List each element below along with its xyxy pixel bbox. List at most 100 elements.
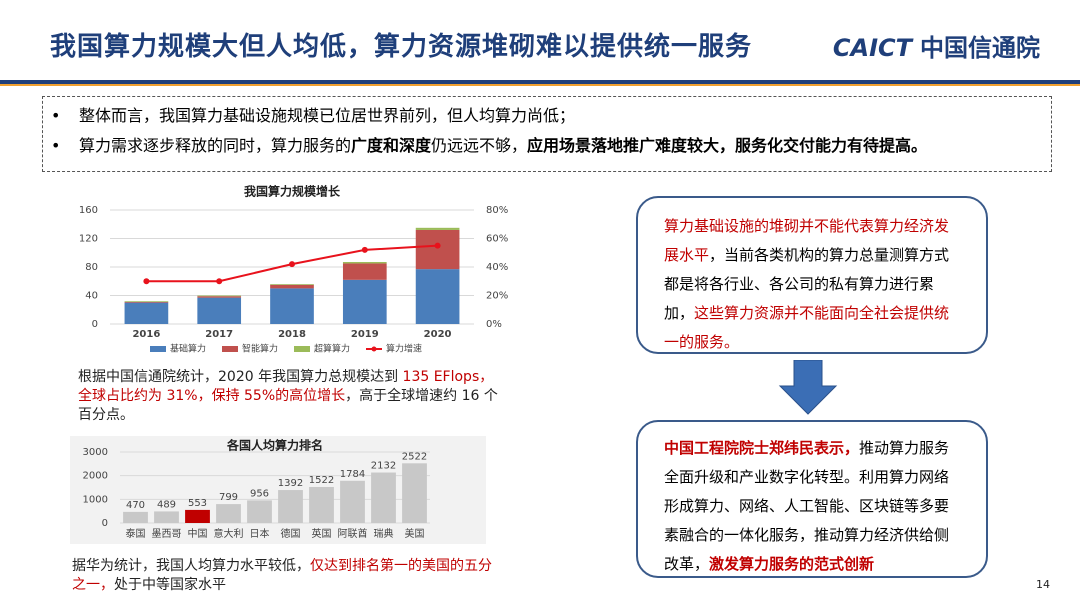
text-run: 仍远远不够， [431, 136, 528, 155]
bar [216, 504, 241, 523]
line-marker [143, 278, 150, 285]
down-arrow [778, 360, 838, 415]
y-tick-label: 3000 [83, 447, 108, 458]
bar-segment [197, 297, 242, 324]
header-rule-accent [0, 84, 1080, 86]
text-run: ，高于全球增速约 16 个百分点。 [78, 388, 498, 423]
bar [154, 511, 179, 523]
y-tick-label: 160 [79, 205, 98, 216]
x-tick-label: 2020 [424, 329, 452, 340]
header-rule [0, 80, 1080, 84]
text-run: 推动算力服务全面升级和产业数字化转型。利用算力网络形成算力、网络、人工智能、区块… [664, 439, 950, 573]
y-tick-label: 40 [85, 291, 98, 302]
y2-tick-label: 20% [486, 291, 508, 302]
y-tick-label: 0 [102, 518, 108, 529]
y2-tick-label: 0% [486, 319, 502, 330]
bar-segment [124, 302, 169, 324]
y2-tick-label: 40% [486, 262, 508, 273]
legend-swatch [222, 346, 238, 352]
y-tick-label: 120 [79, 234, 98, 245]
x-tick-label: 2017 [205, 329, 233, 340]
chart: 各国人均算力排名 0 1000 2000 3000 泰国 墨西哥 中国 意大利 日本 德国 英国 阿联酋… [70, 436, 486, 544]
bullet: 算力需求逐步释放的同时，算力服务的广度和深度仍远远不够，应用场景落地推广难度较大… [51, 135, 1051, 157]
line-marker [216, 278, 223, 285]
x-tick-label: 中国 [188, 527, 208, 540]
x-tick-label: 阿联酋 [338, 527, 368, 540]
text-run: 整体而言，我国算力基础设施规模已位居世界前列，但人均算力尚低； [79, 106, 576, 125]
value-label: 799 [219, 492, 238, 503]
bar-segment [124, 301, 169, 303]
logo: CAICT 中国信通院 [833, 28, 1040, 63]
x-tick-label: 2018 [278, 329, 306, 340]
bar-segment [415, 229, 460, 270]
chart-title: 我国算力规模增长 [244, 184, 341, 199]
slide-title: 我国算力规模大但人均低，算力资源堆砌难以提供统一服务 [50, 32, 753, 62]
y2-tick-label: 60% [486, 234, 508, 245]
bar-segment [197, 296, 242, 298]
x-tick-label: 英国 [312, 527, 332, 540]
text-run: 算力基础设施的堆砌并不能代表算力经济发展水平 [664, 217, 950, 264]
value-label: 956 [250, 488, 269, 499]
bar-segment [342, 262, 387, 264]
x-tick-label: 意大利 [214, 527, 244, 540]
text-run: 据华为统计，我国人均算力水平较低， [72, 558, 310, 574]
line-marker [289, 261, 295, 268]
logo-text: CAICT [832, 34, 912, 62]
text-run: 135 EFlops，全球占比约为 31%，保持 55%的高位增长 [78, 369, 494, 404]
text-run: 激发算力服务的范式创新 [709, 555, 875, 573]
legend-label: 算力增速 [386, 343, 422, 355]
caption: 根据中国信通院统计，2020 年我国算力总规模达到 135 EFlops，全球占… [78, 368, 498, 425]
chart: 我国算力规模增长 0 40 80 120 160 0% 20% 40% 60% 80% 2016 201… [79, 184, 508, 355]
bar-segment [415, 269, 460, 324]
bar-segment [197, 295, 242, 297]
value-label: 470 [126, 500, 145, 511]
bar-segment [342, 263, 387, 280]
bar [371, 472, 396, 523]
text-box: 中国工程院院士郑纬民表示，推动算力服务全面升级和产业数字化转型。利用算力网络形成… [636, 420, 988, 578]
x-tick-label: 美国 [405, 527, 425, 540]
legend-swatch [150, 346, 166, 352]
text-run: 处于中等国家水平 [114, 577, 226, 593]
bar-segment [342, 279, 387, 324]
y-tick-label: 0 [92, 319, 98, 330]
value-label: 1784 [340, 469, 365, 480]
bar-segment [415, 227, 460, 230]
line-marker [434, 242, 441, 249]
bar [185, 509, 210, 523]
bar-segment [270, 288, 314, 324]
text-run: 这些算力资源并不能面向全社会提供统一的服务。 [664, 304, 950, 351]
value-label: 2132 [371, 461, 396, 472]
y-tick-label: 2000 [83, 471, 108, 482]
line-marker [361, 246, 368, 253]
page-number: 14 [1036, 578, 1050, 591]
x-tick-label: 瑞典 [374, 527, 394, 540]
bullet-box: 整体而言，我国算力基础设施规模已位居世界前列，但人均算力尚低； 算力需求逐步释放的… [42, 96, 1052, 172]
legend-swatch [294, 346, 310, 352]
text-run: 中国工程院院士郑纬民表示， [664, 439, 860, 457]
x-tick-label: 2016 [132, 329, 160, 340]
bar [247, 500, 272, 523]
legend-label: 智能算力 [242, 343, 278, 355]
value-label: 553 [188, 498, 207, 509]
bar [278, 490, 303, 523]
caption: 据华为统计，我国人均算力水平较低，仅达到排名第一的美国的五分之一，处于中等国家水… [72, 557, 492, 595]
chart-title: 各国人均算力排名 [226, 438, 323, 453]
bar [123, 511, 148, 523]
text-run: 算力需求逐步释放的同时，算力服务的 [79, 136, 352, 155]
legend-swatch [371, 346, 377, 352]
x-tick-label: 2019 [351, 329, 379, 340]
y-tick-label: 1000 [83, 494, 108, 505]
bar [340, 480, 365, 523]
logo-name: 中国信通院 [920, 34, 1040, 62]
legend-label: 基础算力 [170, 343, 206, 355]
bullet: 整体而言，我国算力基础设施规模已位居世界前列，但人均算力尚低； [51, 105, 1051, 127]
bar-segment [270, 284, 314, 285]
value-label: 489 [157, 499, 176, 510]
bar [402, 463, 427, 523]
legend-label: 超算算力 [314, 343, 350, 355]
value-label: 2522 [402, 451, 427, 462]
x-tick-label: 墨西哥 [152, 528, 182, 540]
bar [309, 486, 334, 523]
y-tick-label: 80 [85, 262, 98, 273]
text-box: 算力基础设施的堆砌并不能代表算力经济发展水平，当前各类机构的算力总量测算方式都是… [636, 196, 988, 354]
